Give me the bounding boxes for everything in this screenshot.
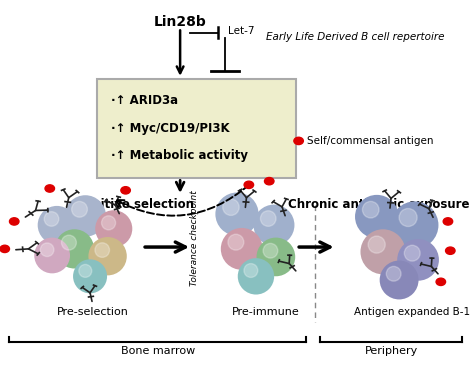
Ellipse shape (399, 209, 417, 227)
Circle shape (294, 137, 303, 145)
Ellipse shape (363, 201, 379, 218)
Ellipse shape (263, 243, 278, 258)
Circle shape (0, 245, 9, 253)
Ellipse shape (72, 201, 87, 217)
Ellipse shape (34, 238, 70, 273)
Ellipse shape (44, 212, 59, 226)
Text: Pre-selection: Pre-selection (56, 307, 128, 317)
Ellipse shape (238, 258, 274, 295)
Text: Positive selection: Positive selection (77, 198, 193, 211)
Text: Periphery: Periphery (365, 346, 418, 356)
Ellipse shape (256, 238, 295, 276)
Ellipse shape (221, 228, 263, 270)
Ellipse shape (397, 239, 439, 281)
Ellipse shape (380, 261, 419, 299)
Circle shape (45, 185, 55, 192)
Ellipse shape (244, 264, 258, 277)
Ellipse shape (64, 195, 106, 237)
Text: ·↑ ARID3a: ·↑ ARID3a (111, 94, 179, 107)
Ellipse shape (355, 195, 399, 239)
Circle shape (446, 247, 455, 254)
Ellipse shape (368, 236, 385, 253)
Ellipse shape (79, 264, 92, 277)
Text: Pre-immune: Pre-immune (232, 307, 299, 317)
Circle shape (436, 278, 446, 285)
Text: ·↑ Metabolic activity: ·↑ Metabolic activity (111, 149, 248, 162)
Text: Early Life Derived B cell repertoire: Early Life Derived B cell repertoire (266, 31, 445, 42)
Ellipse shape (62, 235, 76, 250)
Circle shape (244, 181, 254, 188)
Circle shape (443, 218, 453, 225)
Ellipse shape (391, 201, 438, 249)
Text: Chronic antigenic exposure: Chronic antigenic exposure (289, 198, 470, 211)
Circle shape (121, 187, 130, 194)
Text: Let-7: Let-7 (228, 26, 254, 36)
Text: Antigen expanded B-1: Antigen expanded B-1 (355, 307, 470, 317)
Circle shape (264, 178, 274, 185)
Text: ·↑ Myc/CD19/PI3K: ·↑ Myc/CD19/PI3K (111, 122, 230, 135)
Text: Self/commensal antigen: Self/commensal antigen (307, 136, 434, 146)
Ellipse shape (260, 211, 276, 226)
Ellipse shape (386, 266, 401, 281)
Ellipse shape (55, 229, 94, 269)
Ellipse shape (38, 206, 76, 244)
Ellipse shape (73, 259, 107, 293)
Ellipse shape (404, 245, 420, 261)
Ellipse shape (40, 243, 54, 257)
Ellipse shape (360, 229, 405, 274)
Ellipse shape (215, 193, 259, 236)
Text: Bone marrow: Bone marrow (121, 346, 195, 356)
Text: Lin28b: Lin28b (154, 15, 207, 29)
Ellipse shape (101, 216, 116, 230)
Ellipse shape (95, 243, 109, 257)
Circle shape (9, 218, 19, 225)
Ellipse shape (254, 205, 294, 246)
FancyBboxPatch shape (97, 79, 296, 178)
Ellipse shape (223, 199, 239, 216)
FancyArrowPatch shape (116, 185, 249, 216)
Ellipse shape (89, 237, 127, 275)
Text: Tolerance checkpoint: Tolerance checkpoint (190, 190, 199, 286)
Ellipse shape (95, 210, 132, 247)
Ellipse shape (228, 234, 244, 250)
